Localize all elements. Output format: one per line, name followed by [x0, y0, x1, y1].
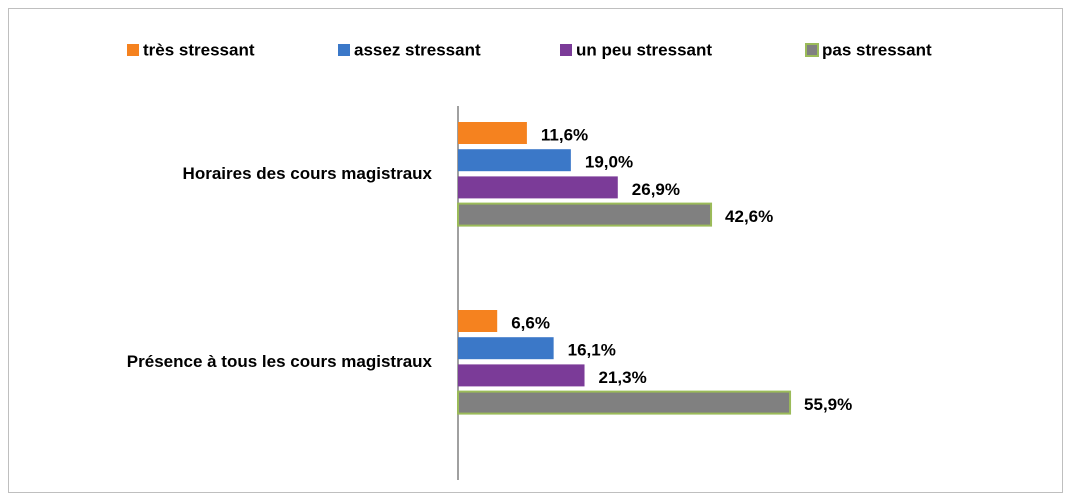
data-label: 6,6%: [511, 313, 550, 332]
data-label: 26,9%: [632, 180, 680, 199]
bar: [458, 310, 498, 332]
legend-swatch: [560, 44, 572, 56]
bar: [458, 337, 554, 360]
data-label: 42,6%: [725, 207, 773, 226]
bar: [458, 364, 585, 387]
legend-label: assez stressant: [354, 40, 481, 59]
data-label: 16,1%: [568, 341, 616, 360]
bar: [457, 390, 792, 415]
category-label: Présence à tous les cours magistraux: [127, 352, 433, 371]
data-label: 21,3%: [599, 368, 647, 387]
legend-label: un peu stressant: [576, 40, 712, 59]
legend-swatch: [338, 44, 350, 56]
category-label: Horaires des cours magistraux: [183, 164, 433, 183]
bar: [457, 202, 713, 227]
data-label: 19,0%: [585, 153, 633, 172]
bar: [458, 176, 618, 199]
legend-swatch: [127, 44, 139, 56]
bar: [458, 149, 571, 172]
bar: [458, 122, 527, 144]
legend-label: très stressant: [143, 40, 255, 59]
legend-label: pas stressant: [822, 40, 932, 59]
data-label: 11,6%: [541, 125, 588, 144]
chart-frame: [8, 8, 1063, 493]
legend-swatch: [805, 43, 819, 57]
data-label: 55,9%: [804, 395, 852, 414]
